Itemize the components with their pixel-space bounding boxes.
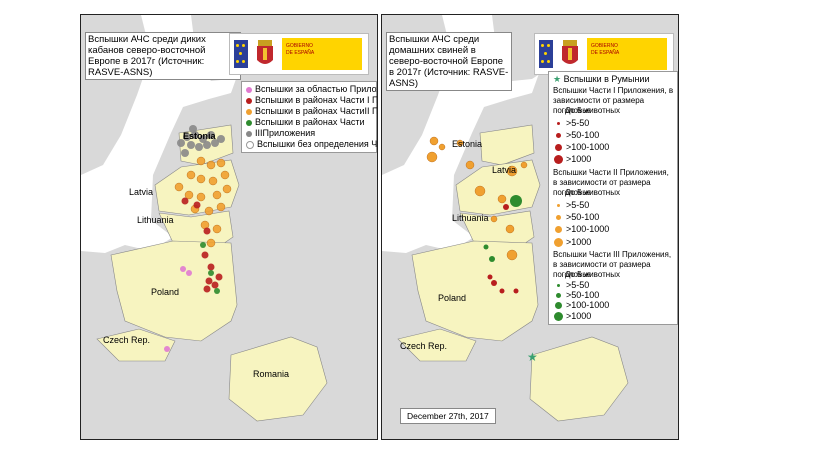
country-label-estonia: Estonia bbox=[183, 131, 216, 141]
red-dot-icon bbox=[554, 155, 563, 165]
green-dot-icon bbox=[556, 293, 561, 299]
country-label-romania: Romania bbox=[253, 369, 290, 379]
country-label-lithuania: Lithuania bbox=[137, 215, 174, 225]
legend-item: >50-100 bbox=[553, 212, 599, 222]
orange-dot-icon bbox=[246, 108, 252, 115]
ministry-name-block: GOBIERNO DE ESPAÑA bbox=[282, 38, 362, 70]
red-dot-icon bbox=[557, 122, 560, 126]
red-dot-icon bbox=[556, 133, 561, 139]
legend-item: IIIПриложения bbox=[246, 128, 315, 138]
legend-item: Вспышки за областью Приложения bbox=[246, 84, 377, 94]
latvia-region bbox=[154, 159, 240, 216]
legend-item: >5-50 bbox=[553, 200, 589, 210]
green-dot-icon bbox=[555, 302, 562, 310]
outbreak-points: ★ bbox=[426, 136, 538, 364]
star-icon: ★ bbox=[553, 74, 562, 84]
country-label-poland: Poland bbox=[151, 287, 180, 297]
red-dot-icon bbox=[555, 144, 562, 152]
country-label-estonia: Estonia bbox=[452, 139, 483, 149]
legend-item: Вспышки в районах Части bbox=[246, 117, 365, 127]
legend-item: Вспышки в районах Части I Приложения bbox=[246, 95, 377, 105]
orange-dot-icon bbox=[555, 226, 562, 234]
romania-star-icon: ★ bbox=[527, 350, 538, 364]
legend-item: >100-1000 bbox=[553, 142, 609, 152]
green-dot-icon bbox=[246, 119, 252, 126]
red-dot-icon bbox=[246, 97, 252, 104]
coat-of-arms-icon bbox=[562, 40, 578, 64]
orange-dot-icon bbox=[557, 204, 560, 208]
legend-up-to-5: До 5 животных bbox=[565, 270, 620, 279]
country-label-czech: Czech Rep. bbox=[400, 341, 448, 351]
wild-boar-map-panel: Вспышки АЧС среди диких кабанов северо-в… bbox=[80, 14, 378, 440]
orange-dot-icon bbox=[556, 215, 561, 221]
poland-region bbox=[110, 240, 238, 342]
ministry-name-block: GOBIERNO DE ESPAÑA bbox=[587, 38, 667, 70]
country-label-latvia: Latvia bbox=[129, 187, 154, 197]
white-dot-icon bbox=[246, 140, 254, 149]
pink-dot-icon bbox=[246, 86, 252, 93]
grey-dot-icon bbox=[246, 130, 252, 137]
orange-dot-icon bbox=[554, 238, 563, 248]
legend-item: >1000 bbox=[553, 311, 591, 322]
legend-item: >5-50 bbox=[553, 280, 589, 290]
legend-item: >50-100 bbox=[553, 130, 599, 140]
legend-heading-part1: Вспышки Части I Приложения, в зависимост… bbox=[553, 86, 674, 115]
country-label-lithuania: Lithuania bbox=[452, 213, 489, 223]
outbreak-points bbox=[164, 125, 232, 352]
czech-region bbox=[96, 328, 176, 362]
legend-item: >1000 bbox=[553, 237, 591, 248]
legend-heading-part2: Вспышки Части II Приложения, в зависимос… bbox=[553, 168, 669, 197]
legend-item: >5-50 bbox=[553, 118, 589, 128]
legend-item-romania: ★ Вспышки в Румынии bbox=[553, 74, 650, 84]
ministry-logo: GOBIERNO DE ESPAÑA bbox=[229, 33, 369, 75]
romania-region bbox=[228, 336, 328, 422]
legend-item: >50-100 bbox=[553, 290, 599, 300]
legend-up-to-5: До 5 животных bbox=[565, 106, 620, 115]
country-label-latvia: Latvia bbox=[492, 165, 517, 175]
legend-heading-part3: Вспышки Части III Приложения, в зависимо… bbox=[553, 250, 672, 279]
legend-up-to-5: До 5 животных bbox=[565, 188, 620, 197]
green-dot-icon bbox=[557, 284, 560, 288]
date-label: December 27th, 2017 bbox=[400, 408, 496, 424]
green-dot-icon bbox=[554, 312, 563, 322]
map-title: Вспышки АЧС среди диких кабанов северо-в… bbox=[85, 32, 241, 80]
wild-boar-legend: Вспышки за областью Приложения Вспышки в… bbox=[241, 81, 377, 153]
legend-item: >100-1000 bbox=[553, 224, 609, 234]
eu-flag-icon bbox=[539, 40, 553, 68]
legend-item: >100-1000 bbox=[553, 300, 609, 310]
domestic-pig-legend: ★ Вспышки в Румынии Вспышки Части I Прил… bbox=[548, 71, 678, 325]
legend-item: Вспышки без определения Части bbox=[246, 139, 377, 149]
legend-item: Вспышки в районах ЧастиII Приложения bbox=[246, 106, 377, 116]
country-label-poland: Poland bbox=[438, 293, 467, 303]
eu-flag-icon bbox=[234, 40, 248, 68]
domestic-pig-map-panel: ★ Вспышки АЧС среди домашних свиней в се… bbox=[381, 14, 679, 440]
legend-item: >1000 bbox=[553, 154, 591, 165]
country-label-czech: Czech Rep. bbox=[103, 335, 151, 345]
ministry-logo: GOBIERNO DE ESPAÑA bbox=[534, 33, 674, 75]
map-title: Вспышки АЧС среди домашних свиней в севе… bbox=[386, 32, 512, 91]
coat-of-arms-icon bbox=[257, 40, 273, 64]
